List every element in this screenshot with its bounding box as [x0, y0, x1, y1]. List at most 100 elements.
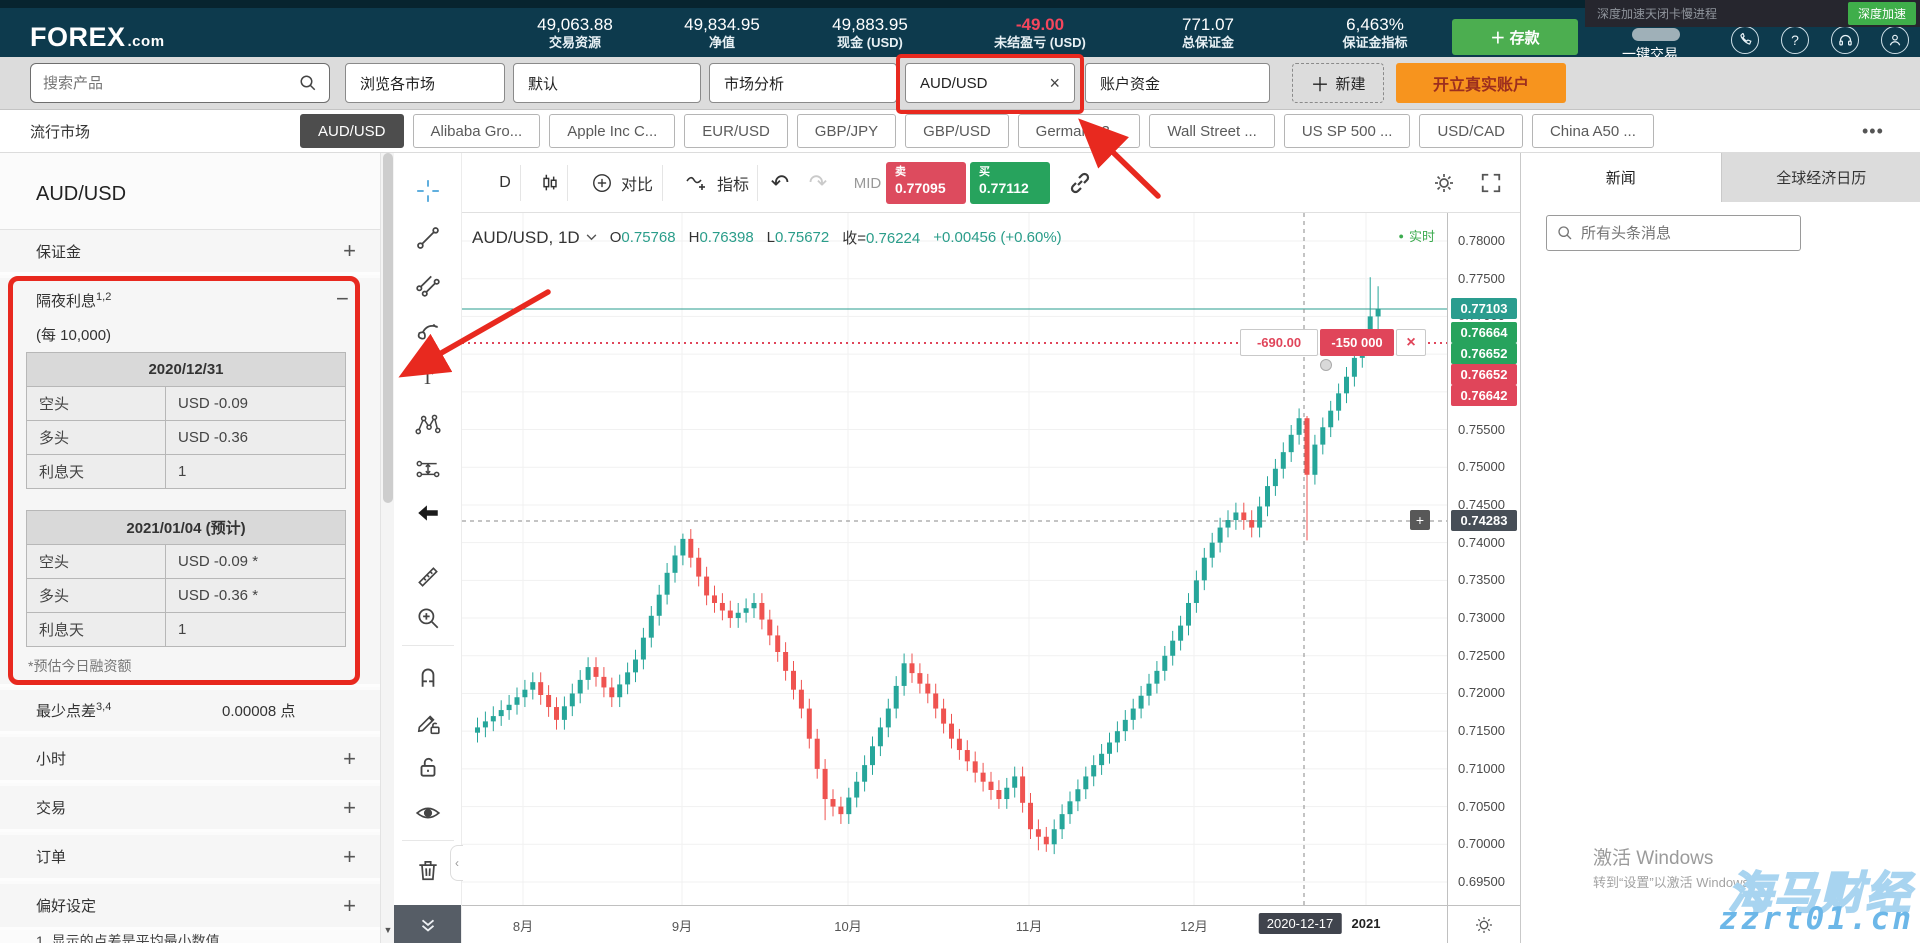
crosshair-icon[interactable] [411, 174, 445, 208]
tab-default[interactable]: 默认 [513, 63, 701, 103]
tab-browse-markets[interactable]: 浏览各市场 [345, 63, 505, 103]
close-tab-icon[interactable]: × [1049, 72, 1060, 93]
extension-accelerate-button[interactable]: 深度加速 [1847, 2, 1916, 25]
headset-icon[interactable] [1831, 26, 1859, 54]
sell-button[interactable]: 卖 0.77095 [886, 162, 966, 204]
tab-market-analysis[interactable]: 市场分析 [709, 63, 897, 103]
instrument-info-sidebar: AUD/USD 保证金 + 隔夜利息1,2 − (每 10,000) 2020/1… [0, 153, 380, 943]
instrument-tab[interactable]: China A50 ... [1531, 114, 1654, 148]
axis-settings-corner[interactable] [1447, 905, 1520, 943]
fib-retracement-icon[interactable] [411, 268, 445, 302]
tab-account-funds[interactable]: 账户资金 [1085, 63, 1270, 103]
position-pl-tag[interactable]: -690.00 [1240, 329, 1318, 356]
product-search[interactable] [30, 63, 330, 103]
instrument-tab[interactable]: GBP/JPY [796, 114, 897, 148]
indicators-button[interactable]: 指标 [672, 153, 762, 213]
scrollbar-down-icon[interactable]: ▼ [383, 925, 393, 935]
forex-logo[interactable]: FOREX .com [30, 22, 165, 53]
phone-icon[interactable] [1731, 26, 1759, 54]
projection-icon[interactable] [411, 452, 445, 486]
instrument-tab[interactable]: USD/CAD [1419, 114, 1523, 148]
candlestick-chart[interactable]: AUD/USD, 1D O0.75768 H0.76398 L0.75672 收… [462, 213, 1447, 905]
ruler-icon[interactable] [411, 560, 445, 594]
section-margin[interactable]: 保证金 + [0, 230, 380, 275]
news-search[interactable] [1546, 215, 1801, 251]
expand-icon[interactable]: + [343, 843, 356, 869]
product-search-input[interactable] [43, 74, 299, 92]
trend-line-icon[interactable] [411, 221, 445, 255]
logo-suffix: .com [127, 33, 165, 50]
legend-change: +0.00456 (+0.60%) [933, 229, 1062, 246]
instrument-tab[interactable]: GBP/USD [905, 114, 1009, 148]
collapse-icon[interactable]: − [336, 286, 349, 311]
indicators-icon [686, 176, 705, 190]
chart-type-icon[interactable] [530, 153, 570, 213]
open-live-account-button[interactable]: 开立真实账户 [1396, 63, 1566, 103]
chart-canvas[interactable] [462, 213, 1447, 905]
text-tool-icon[interactable]: T [421, 368, 434, 389]
close-position-icon[interactable]: × [1396, 329, 1426, 356]
crosshair-drag-handle[interactable]: + [1410, 510, 1430, 530]
new-tab-button[interactable]: ＋新建 [1292, 63, 1384, 103]
stat-cash: 49,883.95 现金 (USD) [832, 15, 908, 51]
interval-button[interactable]: D [499, 174, 511, 191]
time-axis[interactable]: 8月 9月 10月 11月 12月 2021 2020-12-17 [462, 905, 1447, 943]
chart-settings-gear-icon[interactable] [1425, 153, 1463, 213]
xabcd-pattern-icon[interactable] [411, 408, 445, 442]
position-line-handle[interactable] [1320, 359, 1332, 371]
chart-toolbar: D 对比 指标 ↶ ↷ MID 卖 0.77095 买 0.77112 [462, 153, 1520, 213]
collapse-toolbar-button[interactable] [394, 905, 461, 943]
instrument-tab-audusd[interactable]: AUD/USD [300, 114, 404, 148]
buy-button[interactable]: 买 0.77112 [970, 162, 1050, 204]
legend-symbol[interactable]: AUD/USD, 1D [472, 228, 597, 248]
trash-icon[interactable] [411, 853, 445, 887]
magnet-icon[interactable] [411, 660, 445, 694]
collapse-chevrons-icon [421, 919, 434, 932]
instrument-tab[interactable]: Alibaba Gro... [412, 114, 541, 148]
profile-icon[interactable] [1881, 26, 1909, 54]
news-search-input[interactable] [1581, 224, 1790, 242]
compare-button[interactable]: 对比 [577, 153, 667, 213]
drawing-pencil-lock-icon[interactable] [411, 706, 445, 740]
instrument-tab[interactable]: EUR/USD [684, 114, 788, 148]
instrument-tab[interactable]: US SP 500 ... [1283, 114, 1411, 148]
expand-icon[interactable]: + [343, 238, 356, 263]
scrollbar-thumb[interactable] [383, 153, 393, 503]
tab-economic-calendar[interactable]: 全球经济日历 [1720, 153, 1920, 202]
instrument-tab[interactable]: Apple Inc C... [549, 114, 676, 148]
section-trading[interactable]: 交易 + [0, 786, 380, 832]
deposit-button[interactable]: ＋ 存款 [1452, 19, 1578, 55]
one-click-toggle[interactable] [1632, 28, 1680, 41]
section-hours[interactable]: 小时 + [0, 737, 380, 783]
eye-icon[interactable] [411, 796, 445, 830]
unlock-icon[interactable] [411, 750, 445, 784]
panel-collapse-handle[interactable]: ‹ [450, 845, 463, 881]
price-badge-loss: 0.76642 [1451, 385, 1517, 406]
section-preferences[interactable]: 偏好设定 + [0, 884, 380, 930]
expand-icon[interactable]: + [343, 794, 356, 820]
brush-icon[interactable] [411, 315, 445, 349]
tab-news[interactable]: 新闻 [1521, 153, 1721, 202]
price-axis[interactable]: 0.69500 0.70000 0.70500 0.71000 0.71500 0.720… [1447, 213, 1520, 905]
link-chart-icon[interactable] [1060, 153, 1100, 213]
news-tab-bar: 新闻 全球经济日历 [1521, 153, 1920, 202]
compare-icon [593, 174, 611, 192]
instrument-tab[interactable]: Germany 3... [1017, 114, 1141, 148]
section-orders[interactable]: 订单 + [0, 835, 380, 881]
position-line-tags: -690.00 -150 000 × [1240, 329, 1426, 356]
zoom-in-icon[interactable] [411, 601, 445, 635]
instrument-tab[interactable]: Wall Street ... [1149, 114, 1275, 148]
spread-note-link[interactable]: 1. 显示的点差是平均最小数值 [36, 933, 220, 943]
redo-icon[interactable]: ↷ [808, 170, 828, 195]
sidebar-scrollbar[interactable]: ▼ [380, 153, 394, 943]
position-size-tag[interactable]: -150 000 [1320, 329, 1394, 356]
arrow-left-icon[interactable] [411, 496, 445, 530]
more-instruments-icon[interactable]: ••• [1862, 120, 1884, 141]
fullscreen-icon[interactable] [1472, 153, 1510, 213]
help-icon[interactable]: ? [1781, 26, 1809, 54]
expand-icon[interactable]: + [343, 892, 356, 918]
undo-icon[interactable]: ↶ [770, 170, 790, 195]
expand-icon[interactable]: + [343, 745, 356, 771]
brand-watermark: 海马财经 [1727, 868, 1912, 919]
tab-audusd[interactable]: AUD/USD × [905, 63, 1075, 103]
